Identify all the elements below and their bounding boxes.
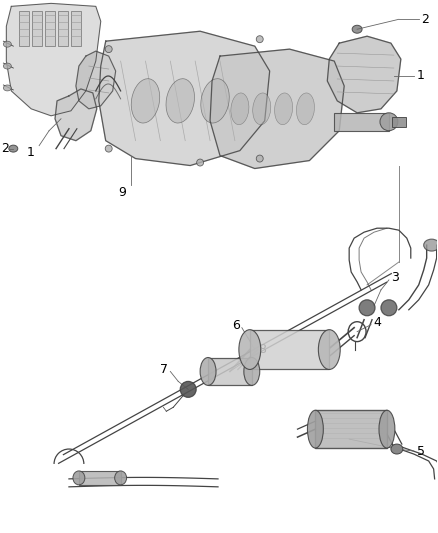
Bar bbox=[79, 471, 120, 485]
Ellipse shape bbox=[275, 93, 293, 125]
Ellipse shape bbox=[4, 85, 11, 91]
Ellipse shape bbox=[256, 155, 263, 162]
Ellipse shape bbox=[352, 25, 362, 33]
Polygon shape bbox=[7, 3, 101, 116]
Ellipse shape bbox=[244, 358, 260, 385]
Text: 6: 6 bbox=[232, 319, 240, 332]
Ellipse shape bbox=[424, 239, 438, 251]
Polygon shape bbox=[76, 51, 116, 109]
Bar bbox=[334, 113, 389, 131]
Ellipse shape bbox=[318, 330, 340, 369]
Bar bbox=[45, 11, 55, 46]
Ellipse shape bbox=[105, 145, 112, 152]
Bar bbox=[71, 11, 81, 46]
Ellipse shape bbox=[166, 79, 194, 123]
Ellipse shape bbox=[197, 159, 204, 166]
Ellipse shape bbox=[231, 93, 249, 125]
Ellipse shape bbox=[200, 358, 216, 385]
Ellipse shape bbox=[297, 93, 314, 125]
Ellipse shape bbox=[253, 93, 271, 125]
Text: 7: 7 bbox=[160, 363, 168, 376]
Text: 4: 4 bbox=[373, 316, 381, 329]
Text: 5: 5 bbox=[417, 445, 425, 457]
Bar bbox=[58, 11, 68, 46]
Ellipse shape bbox=[73, 471, 85, 485]
Polygon shape bbox=[210, 49, 344, 168]
Ellipse shape bbox=[4, 41, 11, 47]
Ellipse shape bbox=[256, 36, 263, 43]
Bar bbox=[208, 358, 252, 385]
Bar bbox=[32, 11, 42, 46]
Ellipse shape bbox=[105, 46, 112, 53]
Bar bbox=[315, 410, 387, 448]
Bar bbox=[392, 117, 406, 127]
Ellipse shape bbox=[359, 300, 375, 316]
Ellipse shape bbox=[201, 79, 229, 123]
Ellipse shape bbox=[180, 382, 196, 397]
Ellipse shape bbox=[381, 300, 397, 316]
Text: 3: 3 bbox=[391, 271, 399, 285]
Text: 1: 1 bbox=[417, 69, 424, 83]
Ellipse shape bbox=[9, 145, 18, 152]
Polygon shape bbox=[327, 36, 401, 113]
Ellipse shape bbox=[115, 471, 127, 485]
Text: 2: 2 bbox=[421, 13, 429, 26]
Ellipse shape bbox=[379, 410, 395, 448]
Bar bbox=[250, 330, 329, 369]
Text: 2: 2 bbox=[1, 142, 9, 155]
Ellipse shape bbox=[239, 330, 261, 369]
Ellipse shape bbox=[391, 444, 403, 454]
Bar bbox=[19, 11, 29, 46]
Text: 9: 9 bbox=[119, 186, 127, 199]
Polygon shape bbox=[55, 89, 97, 141]
Text: 1: 1 bbox=[26, 146, 34, 159]
Ellipse shape bbox=[380, 113, 398, 131]
Ellipse shape bbox=[307, 410, 323, 448]
Polygon shape bbox=[99, 31, 270, 166]
Text: 8: 8 bbox=[258, 343, 266, 356]
Ellipse shape bbox=[131, 79, 160, 123]
Ellipse shape bbox=[4, 63, 11, 69]
